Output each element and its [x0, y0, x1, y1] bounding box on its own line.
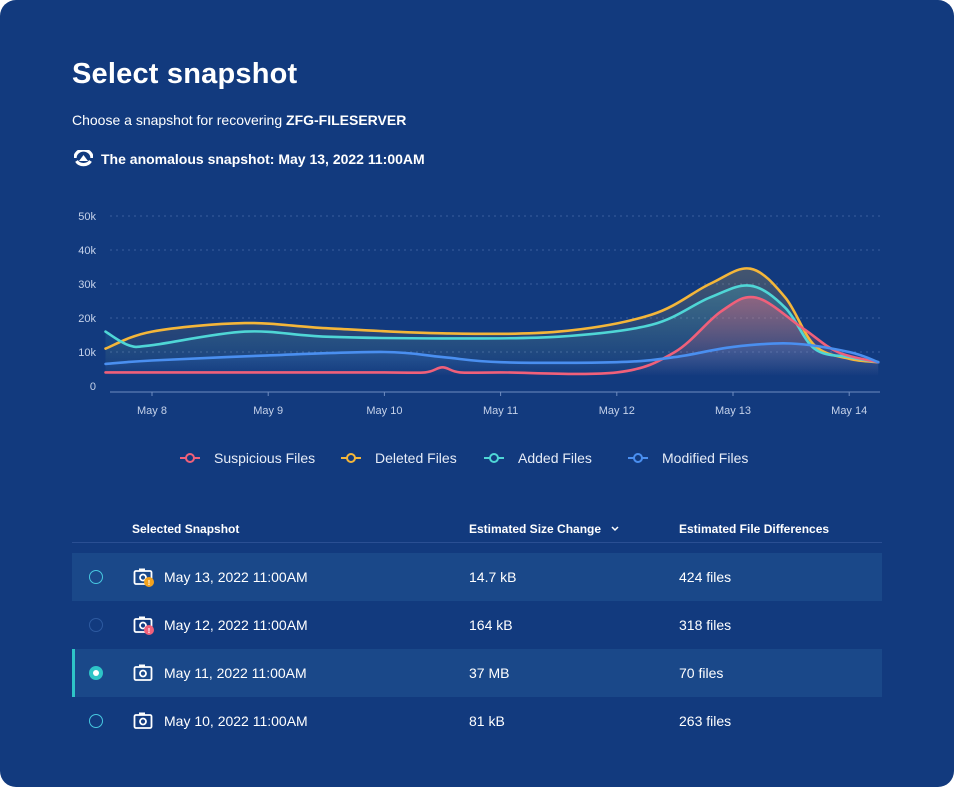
camera-icon	[133, 663, 155, 686]
file-differences: 318 files	[679, 617, 732, 633]
camera-alert-icon: !	[133, 615, 155, 638]
anomaly-info: The anomalous snapshot: May 13, 2022 11:…	[74, 150, 425, 167]
selected-indicator	[72, 649, 75, 697]
anomaly-text: The anomalous snapshot: May 13, 2022 11:…	[101, 150, 425, 167]
snapshot-date: May 13, 2022 11:00AM	[164, 569, 308, 585]
header-size-label: Estimated Size Change	[469, 522, 602, 536]
chart-legend: Suspicious Files Deleted Files Added Files…	[0, 450, 954, 470]
x-tick-label: May 10	[366, 405, 402, 417]
snapshot-radio[interactable]	[89, 714, 103, 728]
x-tick-label: May 12	[599, 405, 635, 417]
legend-marker-icon	[341, 453, 361, 463]
snapshot-date: May 12, 2022 11:00AM	[164, 617, 308, 633]
file-differences: 424 files	[679, 569, 732, 585]
anomaly-icon	[74, 150, 93, 167]
snapshot-row[interactable]: ! May 12, 2022 11:00AM 164 kB 318 files	[72, 601, 882, 649]
snapshot-row[interactable]: May 10, 2022 11:00AM 81 kB 263 files	[72, 697, 882, 745]
warning-badge-label: !	[148, 578, 151, 587]
legend-item[interactable]: Suspicious Files	[180, 450, 315, 466]
snapshot-radio-checked[interactable]	[89, 666, 103, 680]
header-file-differences: Estimated File Differences	[679, 522, 830, 536]
legend-item[interactable]: Modified Files	[628, 450, 748, 466]
file-differences: 70 files	[679, 665, 724, 681]
size-change: 164 kB	[469, 617, 513, 633]
table-header: Selected Snapshot Estimated Size Change …	[72, 516, 882, 543]
series-line-3	[104, 284, 880, 364]
series-line-1	[104, 295, 880, 376]
snapshot-radio[interactable]	[89, 618, 103, 632]
snapshot-date: May 11, 2022 11:00AM	[164, 665, 307, 681]
y-tick-label: 0	[90, 381, 96, 393]
legend-label: Added Files	[518, 450, 592, 466]
y-tick-label: 20k	[78, 313, 96, 325]
legend-marker-icon	[484, 453, 504, 463]
header-size-change[interactable]: Estimated Size Change	[469, 522, 620, 536]
alert-badge-label: !	[148, 626, 151, 635]
x-tick-label: May 11	[483, 405, 518, 417]
header-selected-snapshot: Selected Snapshot	[132, 522, 240, 536]
y-tick-label: 50k	[78, 211, 96, 223]
legend-item[interactable]: Deleted Files	[341, 450, 457, 466]
y-tick-label: 30k	[78, 279, 96, 291]
y-tick-label: 10k	[78, 347, 96, 359]
snapshot-row-selected[interactable]: May 11, 2022 11:00AM 37 MB 70 files	[72, 649, 882, 697]
series-line-2	[104, 267, 880, 364]
subtitle-text: Choose a snapshot for recovering	[72, 112, 283, 128]
y-tick-label: 40k	[78, 245, 96, 257]
file-differences: 263 files	[679, 713, 732, 729]
legend-marker-icon	[628, 453, 648, 463]
x-tick-label: May 13	[715, 405, 751, 417]
server-name: ZFG-FILESERVER	[286, 112, 407, 128]
legend-marker-icon	[180, 453, 200, 463]
series-area-4	[105, 343, 879, 376]
camera-icon	[133, 711, 155, 734]
sort-chevron-down-icon[interactable]	[610, 525, 620, 533]
area-layer	[105, 268, 879, 376]
snapshot-row[interactable]: ! May 13, 2022 11:00AM 14.7 kB 424 files	[72, 553, 882, 601]
legend-label: Deleted Files	[375, 450, 457, 466]
snapshot-radio[interactable]	[89, 570, 103, 584]
size-change: 37 MB	[469, 665, 510, 681]
snapshot-date: May 10, 2022 11:00AM	[164, 713, 308, 729]
file-activity-chart: 50k 40k 30k 20k 10k 0 May 8 May 9 May 10 May 11 Ma…	[78, 211, 880, 417]
camera-warning-icon: !	[133, 567, 155, 590]
series-line-4	[104, 342, 880, 366]
legend-label: Modified Files	[662, 450, 749, 466]
snapshot-table: Selected Snapshot Estimated Size Change …	[72, 516, 882, 745]
x-tick-label: May 8	[137, 405, 167, 417]
legend-label: Suspicious Files	[214, 450, 316, 466]
page-title: Select snapshot	[72, 58, 298, 90]
legend-item[interactable]: Added Files	[484, 450, 592, 466]
line-layer	[104, 267, 880, 376]
x-tick-label: May 9	[253, 405, 283, 417]
x-tick-label: May 14	[831, 405, 867, 417]
size-change: 81 kB	[469, 713, 505, 729]
size-change: 14.7 kB	[469, 569, 517, 585]
subtitle: Choose a snapshot for recovering ZFG-FIL…	[72, 112, 406, 128]
